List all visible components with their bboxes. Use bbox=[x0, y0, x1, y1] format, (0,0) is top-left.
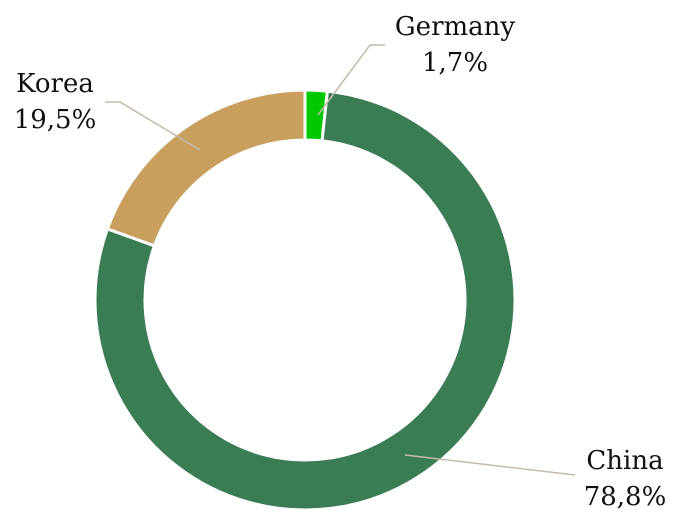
donut-slice bbox=[105, 88, 307, 248]
slice-label: China bbox=[586, 446, 663, 476]
slice-label: Germany bbox=[395, 12, 515, 42]
slice-label: Korea bbox=[16, 69, 94, 99]
donut-slice bbox=[93, 89, 517, 512]
slice-value-label: 78,8% bbox=[584, 482, 667, 512]
leader-line bbox=[105, 101, 201, 151]
slice-value-label: 19,5% bbox=[14, 105, 97, 135]
leader-line bbox=[404, 454, 576, 476]
leader-line bbox=[317, 44, 385, 116]
slice-value-label: 1,7% bbox=[422, 48, 488, 78]
